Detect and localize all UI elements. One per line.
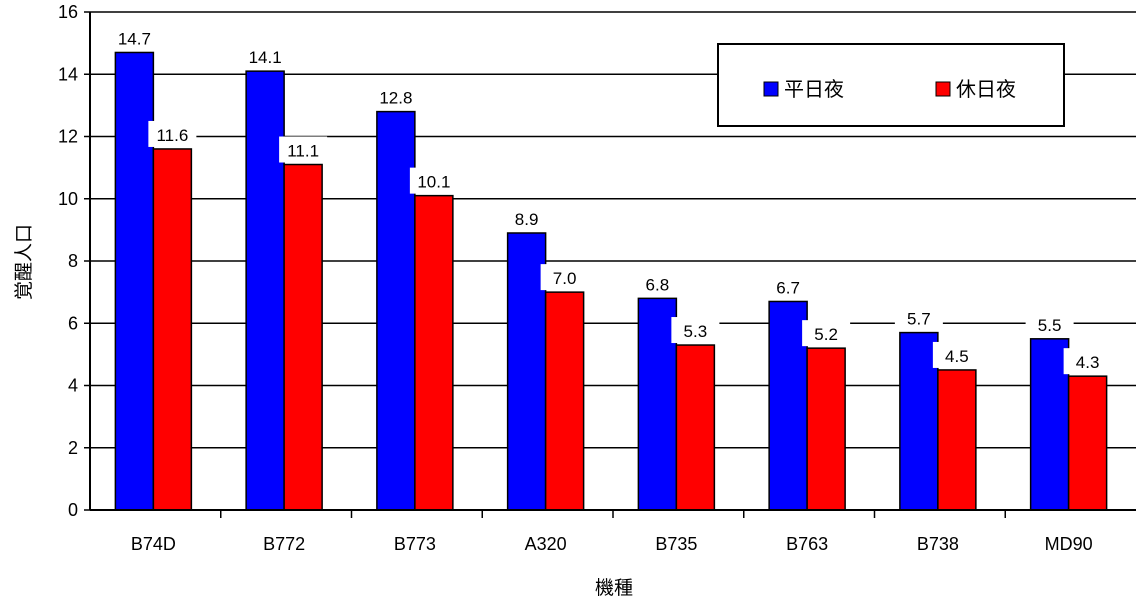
data-label: 14.7 bbox=[118, 29, 151, 48]
data-label-bg bbox=[1063, 348, 1112, 375]
data-label: 8.9 bbox=[515, 210, 539, 229]
y-tick-label: 0 bbox=[68, 500, 78, 520]
data-label: 6.7 bbox=[776, 278, 800, 297]
bar-series-2 bbox=[806, 347, 846, 511]
x-axis-title: 機種 bbox=[595, 577, 633, 599]
x-tick-label: B735 bbox=[655, 534, 697, 554]
data-label-bg bbox=[802, 320, 851, 347]
x-tick-label: B738 bbox=[917, 534, 959, 554]
data-label: 5.2 bbox=[814, 325, 838, 344]
y-tick-label: 16 bbox=[58, 2, 78, 22]
y-tick-label: 4 bbox=[68, 376, 78, 396]
y-tick-label: 14 bbox=[58, 64, 78, 84]
data-label: 5.5 bbox=[1038, 316, 1062, 335]
bar-series-2 bbox=[152, 148, 193, 511]
bar-series-2 bbox=[937, 369, 977, 511]
x-tick-label: B772 bbox=[263, 534, 305, 554]
y-tick-labels: 0 2 4 6 8 10 12 14 16 bbox=[58, 2, 78, 520]
bar-series-1 bbox=[637, 297, 678, 511]
x-tick-label: B763 bbox=[786, 534, 828, 554]
bar-series-1 bbox=[245, 70, 285, 511]
data-label-bg bbox=[279, 136, 328, 163]
y-tick-label: 8 bbox=[68, 251, 78, 271]
bar-series-1 bbox=[899, 331, 939, 511]
data-labels: 14.7 11.6 14.1 11.1 12.8 10.1 8.9 7.0 6.8 5.3 6.7 5… bbox=[110, 24, 1112, 375]
data-label-bg bbox=[633, 270, 682, 297]
legend-swatch-series-1 bbox=[763, 81, 779, 97]
bars bbox=[114, 51, 1108, 511]
data-label: 4.5 bbox=[945, 347, 969, 366]
bar-series-1 bbox=[768, 300, 808, 511]
y-tick-label: 12 bbox=[58, 127, 78, 147]
data-label-bg bbox=[1025, 310, 1074, 337]
x-tick-label: MD90 bbox=[1045, 534, 1093, 554]
data-label-bg bbox=[502, 204, 551, 231]
data-label-bg bbox=[764, 273, 813, 300]
data-label: 10.1 bbox=[417, 173, 450, 192]
data-label-bg bbox=[148, 120, 197, 147]
data-label: 11.1 bbox=[287, 142, 319, 161]
data-label: 6.8 bbox=[646, 275, 670, 294]
bar-series-2 bbox=[414, 194, 454, 511]
bar-series-1 bbox=[376, 110, 416, 511]
bar-series-2 bbox=[675, 344, 716, 511]
legend: 平日夜 休日夜 bbox=[717, 43, 1065, 127]
axes bbox=[84, 11, 1136, 518]
data-label: 14.1 bbox=[249, 48, 282, 67]
bar-series-1 bbox=[114, 51, 155, 511]
data-label-bg bbox=[371, 83, 420, 110]
y-axis-title: 覚醒人口 bbox=[13, 224, 35, 300]
data-label-bg bbox=[540, 264, 589, 291]
y-tick-label: 6 bbox=[68, 313, 78, 333]
data-label-bg bbox=[110, 24, 159, 51]
legend-label-series-2: 休日夜 bbox=[956, 78, 1016, 101]
data-label-bg bbox=[409, 167, 458, 194]
data-label: 7.0 bbox=[553, 269, 577, 288]
data-label: 5.7 bbox=[907, 310, 931, 329]
data-label: 11.6 bbox=[156, 126, 188, 145]
bar-series-1 bbox=[1029, 338, 1070, 511]
x-tick-label: B74D bbox=[131, 534, 176, 554]
bar-series-2 bbox=[283, 163, 323, 511]
data-label-bg bbox=[241, 43, 290, 70]
data-label: 4.3 bbox=[1076, 353, 1100, 372]
data-label-bg bbox=[894, 304, 943, 331]
data-label: 12.8 bbox=[379, 89, 412, 108]
bar-series-2 bbox=[1067, 375, 1108, 511]
x-tick-label: A320 bbox=[525, 534, 567, 554]
data-label-bg bbox=[671, 317, 720, 344]
x-tick-labels: B74D B772 B773 A320 B735 B763 B738 MD90 bbox=[131, 534, 1093, 554]
y-tick-label: 10 bbox=[58, 189, 78, 209]
x-tick-label: B773 bbox=[394, 534, 436, 554]
y-tick-label: 2 bbox=[68, 438, 78, 458]
legend-label-series-1: 平日夜 bbox=[784, 78, 844, 101]
bar-series-1 bbox=[506, 232, 547, 511]
bar-series-2 bbox=[544, 291, 585, 511]
legend-swatch-series-2 bbox=[935, 81, 951, 97]
data-label-bg bbox=[932, 341, 981, 368]
data-label: 5.3 bbox=[684, 322, 708, 341]
